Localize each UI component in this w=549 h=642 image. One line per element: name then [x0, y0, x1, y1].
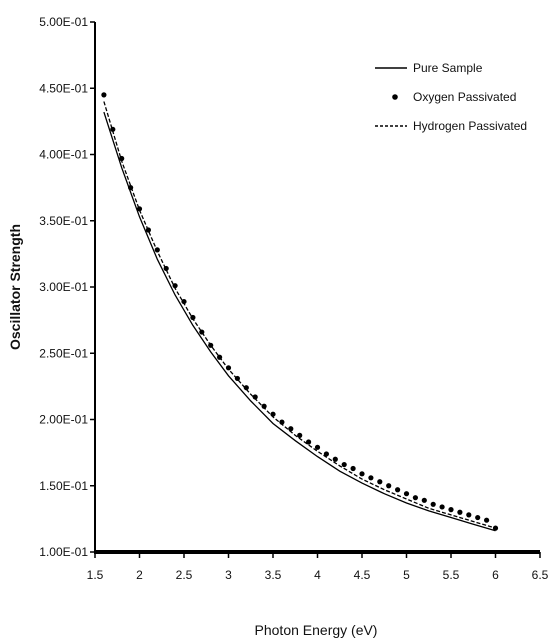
y-ticks: 1.00E-01 1.50E-01 2.00E-01 2.50E-01 3.00E-01… — [39, 15, 95, 559]
oxygen-passivated-point — [377, 479, 383, 485]
oxygen-passivated-point — [252, 394, 258, 400]
oxygen-passivated-point — [323, 451, 329, 457]
y-tick-label: 2.50E-01 — [39, 346, 88, 360]
x-tick-label: 5.5 — [443, 568, 460, 582]
oxygen-passivated-point — [359, 471, 365, 477]
oxygen-passivated-point — [368, 475, 374, 481]
oxygen-passivated-point — [261, 403, 267, 409]
y-tick-label: 1.00E-01 — [39, 545, 88, 559]
oxygen-passivated-point — [448, 507, 454, 513]
oxygen-passivated-point — [403, 491, 410, 497]
x-tick-label: 6 — [492, 568, 499, 582]
legend-oxygen-passivated-label: Oxygen Passivated — [413, 90, 516, 104]
x-tick-label: 6.5 — [532, 568, 549, 582]
oxygen-passivated-point — [119, 155, 125, 162]
x-tick-label: 3.5 — [265, 568, 282, 582]
x-tick-label: 4 — [314, 568, 321, 582]
oxygen-passivated-point — [412, 495, 418, 501]
oxygen-passivated-point — [395, 487, 401, 493]
x-tick-label: 5 — [403, 568, 410, 582]
x-ticks: 1.5 2 2.5 3 3.5 4 4.5 5 5.5 6 6.5 — [87, 552, 549, 582]
oxygen-passivated-point — [190, 314, 196, 321]
oxygen-passivated-point — [386, 483, 392, 489]
y-tick-label: 4.50E-01 — [39, 81, 88, 95]
oxygen-passivated-point — [145, 227, 151, 233]
y-tick-label: 2.00E-01 — [39, 413, 88, 427]
oxygen-passivated-point — [457, 509, 463, 515]
oxygen-passivated-point — [475, 514, 481, 521]
oxygen-passivated-point — [314, 444, 321, 450]
legend-oxygen-passivated-marker — [392, 94, 398, 100]
x-axis-title: Photon Energy (eV) — [255, 622, 378, 638]
y-tick-label: 5.00E-01 — [39, 15, 88, 29]
y-axis-title: Oscillator Strength — [7, 224, 23, 350]
oxygen-passivated-point — [350, 465, 356, 472]
x-tick-label: 1.5 — [87, 568, 104, 582]
oxygen-passivated-point — [288, 426, 294, 432]
oxygen-passivated-point — [341, 461, 347, 468]
oxygen-passivated-point — [492, 525, 499, 531]
x-tick-label: 2 — [136, 568, 143, 582]
oxygen-passivated-point — [484, 517, 490, 523]
pure-sample-line — [103, 111, 496, 532]
oxygen-passivated-point — [466, 512, 472, 518]
x-tick-label: 3 — [225, 568, 232, 582]
oxygen-passivated-point — [181, 298, 187, 305]
oxygen-passivated-point — [297, 432, 303, 438]
oxygen-passivated-point — [421, 497, 427, 503]
y-tick-label: 3.00E-01 — [39, 280, 88, 294]
legend: Pure Sample Oxygen Passivated Hydrogen Pas… — [375, 61, 527, 133]
oxygen-passivated-point — [243, 385, 249, 391]
x-tick-label: 4.5 — [354, 568, 371, 582]
oxygen-passivated-point — [439, 504, 445, 510]
x-tick-label: 2.5 — [176, 568, 193, 582]
y-tick-label: 3.50E-01 — [39, 214, 88, 228]
hydrogen-passivated-line — [103, 101, 496, 529]
oxygen-passivated-point — [332, 456, 338, 462]
legend-pure-sample-label: Pure Sample — [413, 61, 483, 75]
y-tick-label: 4.00E-01 — [39, 148, 88, 162]
series-layer — [101, 92, 499, 532]
legend-hydrogen-passivated-label: Hydrogen Passivated — [413, 119, 527, 133]
y-tick-label: 1.50E-01 — [39, 479, 88, 493]
oxygen-passivated-point — [101, 92, 107, 98]
oxygen-passivated-point — [430, 501, 436, 507]
